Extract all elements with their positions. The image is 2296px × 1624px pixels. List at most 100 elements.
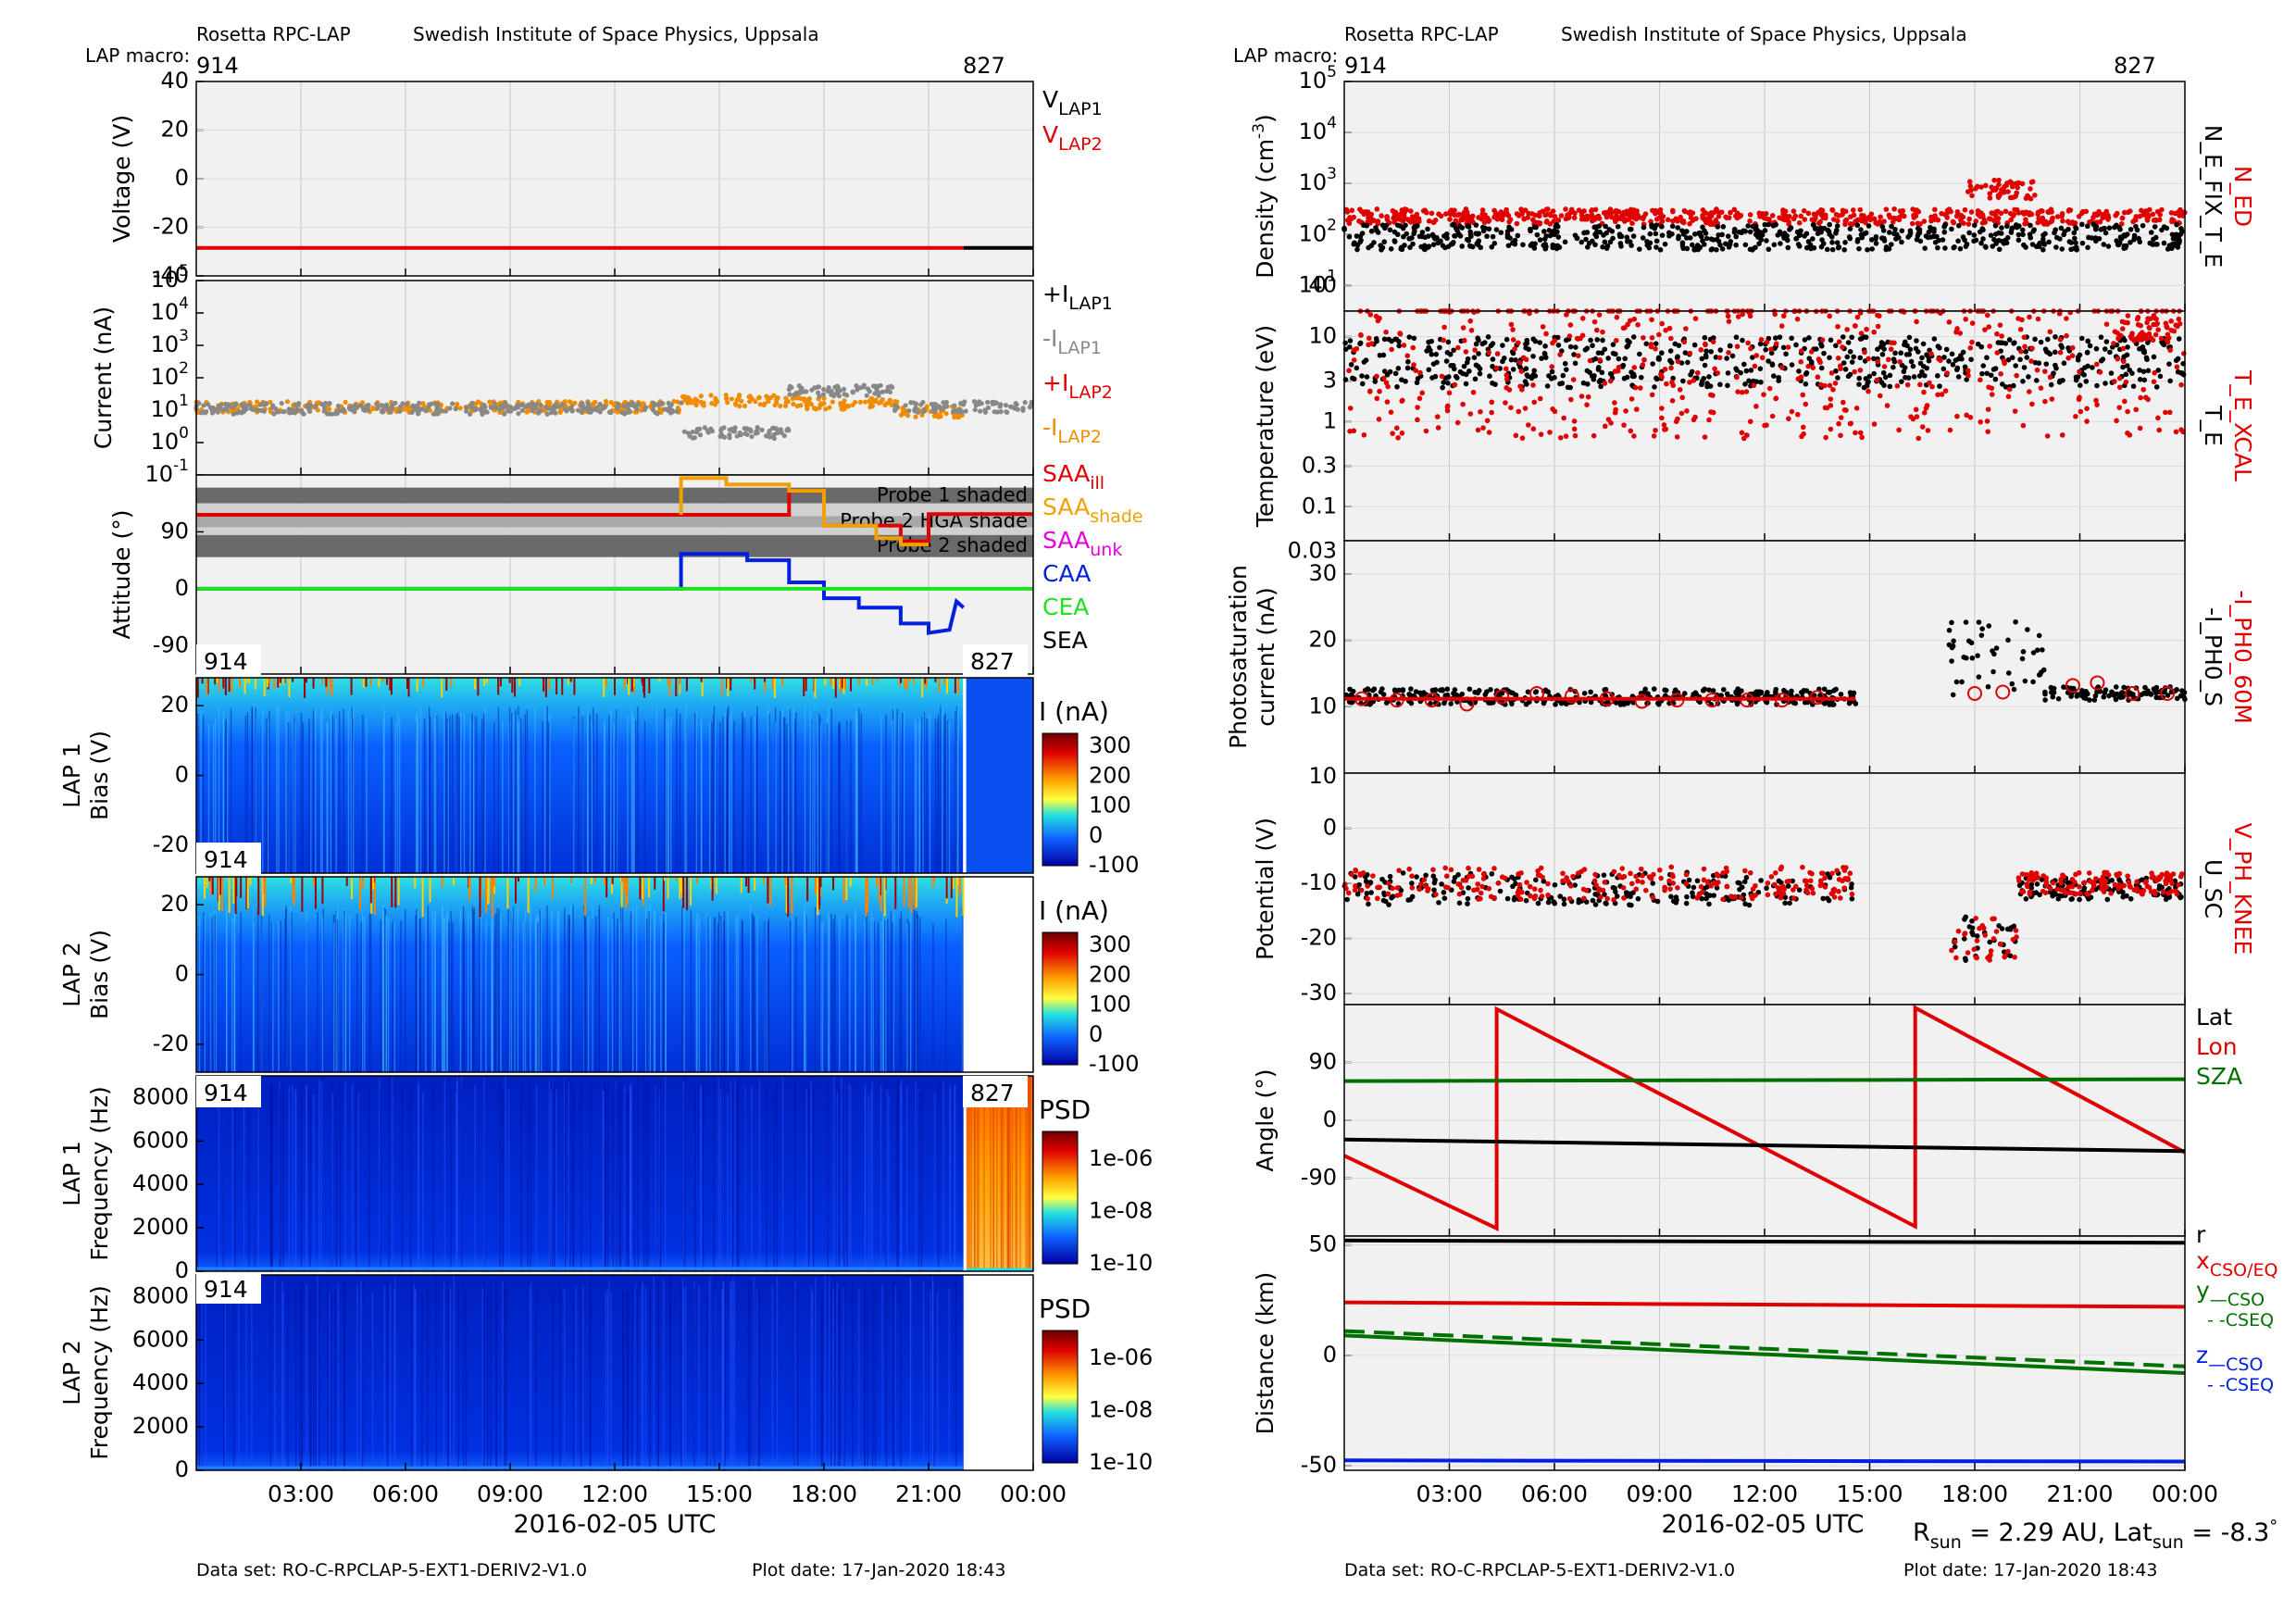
current-ylabel: Current (nA) — [90, 306, 117, 449]
current-point — [864, 393, 869, 398]
temperature-point — [2042, 369, 2048, 374]
density-point — [1438, 213, 1444, 219]
temperature-point — [1901, 369, 1907, 375]
temperature-point — [1898, 350, 1903, 356]
left-bottom-xtick-label: 18:00 — [791, 1480, 857, 1507]
density-point — [1375, 230, 1381, 235]
density-point — [1987, 191, 1993, 196]
density-point — [1504, 234, 1511, 241]
density-point — [2121, 209, 2128, 216]
temperature-point — [1937, 344, 1942, 351]
density-point — [1784, 237, 1791, 244]
temperature-point — [1476, 351, 1481, 356]
temperature-point — [1571, 426, 1578, 432]
current-point — [380, 407, 385, 413]
density-point — [1957, 245, 1964, 252]
temperature-point — [1563, 337, 1569, 344]
density-point — [1998, 210, 2004, 217]
density-point — [1887, 230, 1892, 235]
temperature-point — [1564, 312, 1569, 318]
attitude-shade-light2 — [196, 527, 1033, 535]
density-point — [1552, 214, 1558, 219]
current-point — [868, 395, 875, 401]
current-point — [621, 403, 627, 409]
density-point — [1476, 215, 1481, 220]
temperature-point — [1662, 367, 1668, 372]
temperature-point — [1453, 373, 1459, 380]
density-point — [1966, 216, 1972, 222]
current-point — [908, 400, 914, 406]
density-point — [1963, 244, 1969, 249]
current-point — [757, 402, 763, 407]
current-point — [473, 406, 479, 413]
density-point — [1354, 246, 1360, 253]
current-point — [294, 406, 300, 412]
temperature-point — [1921, 389, 1927, 395]
current-point — [985, 399, 991, 406]
density-point — [2114, 238, 2119, 244]
current-point — [281, 408, 287, 415]
current-point — [759, 427, 765, 432]
density-point — [1607, 206, 1614, 212]
temperature-point — [1757, 366, 1764, 371]
temperature-point — [2053, 365, 2059, 371]
current-point — [956, 407, 962, 413]
temperature-point — [1375, 318, 1381, 324]
density-point — [1391, 238, 1398, 244]
density-point — [2049, 216, 2055, 222]
lap2_freq-cbar — [1042, 1330, 1079, 1464]
temperature-point — [1372, 379, 1379, 384]
temperature-point — [1827, 313, 1833, 319]
temperature-point — [1894, 383, 1901, 389]
temperature-point — [1917, 360, 1924, 367]
density-point — [2159, 227, 2165, 233]
temperature-point — [1849, 334, 1854, 341]
temperature-point — [1703, 341, 1708, 347]
density-point — [1979, 212, 1986, 218]
density-point — [2028, 211, 2035, 218]
temperature-point — [1969, 339, 1975, 345]
current-point — [384, 406, 391, 412]
temperature-point — [1814, 346, 1819, 352]
temperature-point — [2116, 375, 2123, 381]
attitude-ytick-label: -90 — [153, 631, 189, 657]
density-point — [1640, 216, 1646, 222]
temperature-point — [1610, 350, 1616, 356]
density-point — [1854, 218, 1860, 224]
temperature-point — [1616, 356, 1622, 362]
density-point — [1771, 242, 1778, 248]
voltage-legend-0-main: V — [1042, 86, 1058, 113]
lap1_freq-ytick-label: 2000 — [132, 1214, 189, 1240]
current-point — [615, 401, 621, 406]
temperature-point — [1857, 355, 1864, 361]
density-point — [1666, 230, 1672, 236]
density-point — [1585, 244, 1591, 250]
temperature-point — [1633, 406, 1640, 412]
temperature-point — [1748, 345, 1753, 352]
temperature-point — [1947, 427, 1953, 433]
density-point — [1589, 207, 1595, 213]
density-point — [2021, 242, 2027, 248]
temperature-point — [1733, 334, 1740, 341]
density-point — [2106, 225, 2113, 231]
current-point — [397, 404, 404, 409]
current-point — [652, 402, 657, 407]
temperature-point — [1758, 337, 1765, 343]
current-point — [690, 435, 695, 441]
temperature-point — [1510, 337, 1516, 343]
density-point — [2072, 235, 2078, 242]
lap2-freq-macro-start: 914 — [204, 1276, 248, 1303]
temperature-point — [1557, 352, 1563, 357]
density-point — [2140, 212, 2147, 218]
temperature-point — [1766, 358, 1771, 364]
density-point — [2040, 215, 2046, 221]
current-point — [685, 431, 692, 436]
density-point — [1890, 219, 1896, 225]
density-point — [1603, 245, 1610, 251]
current-ytick-label-base: 10 — [151, 364, 180, 390]
density-point — [1833, 230, 1839, 236]
lap1_freq-cbar-tick-label: 1e-08 — [1089, 1198, 1153, 1224]
density-point — [2028, 222, 2033, 229]
temperature-point — [2069, 344, 2076, 351]
temperature-point — [1856, 381, 1862, 387]
